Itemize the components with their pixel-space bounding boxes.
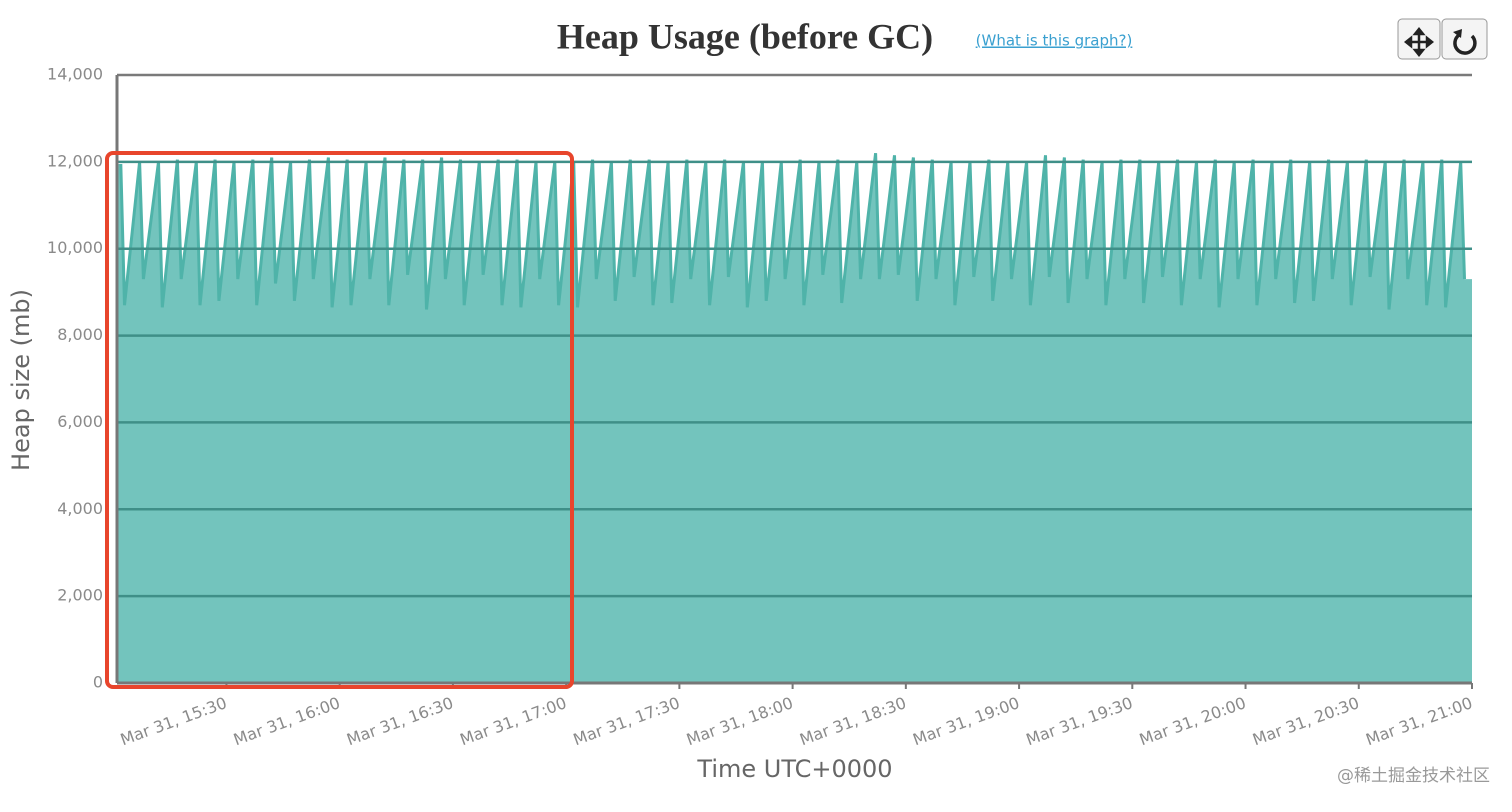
x-tick-label: Mar 31, 21:00 — [1363, 693, 1475, 749]
x-tick-label: Mar 31, 16:30 — [344, 693, 456, 749]
x-tick-label: Mar 31, 20:30 — [1250, 693, 1362, 749]
x-tick-label: Mar 31, 18:00 — [684, 693, 796, 749]
y-tick-label: 10,000 — [47, 238, 103, 257]
line — [119, 153, 1466, 310]
x-tick-label: Mar 31, 18:30 — [797, 693, 909, 749]
x-tick-label: Mar 31, 17:00 — [457, 693, 569, 749]
y-tick-label: 12,000 — [47, 151, 103, 170]
y-axis-label: Heap size (mb) — [7, 289, 35, 471]
y-tick-label: 6,000 — [57, 412, 103, 431]
x-tick-label: Mar 31, 20:00 — [1137, 693, 1249, 749]
y-tick-label: 8,000 — [57, 325, 103, 344]
pan-button[interactable] — [1397, 18, 1441, 60]
pan-icon — [1403, 26, 1435, 58]
area — [117, 153, 1472, 683]
reset-icon — [1453, 33, 1477, 55]
highlight-box — [105, 151, 574, 689]
chart-title: Heap Usage (before GC) — [557, 16, 933, 56]
button-frame — [1441, 18, 1488, 60]
y-tick-label: 14,000 — [47, 65, 103, 84]
watermark: @稀土掘金技术社区 — [1337, 766, 1490, 786]
x-tick-label: Mar 31, 16:00 — [231, 693, 343, 749]
x-tick-label: Mar 31, 19:00 — [910, 693, 1022, 749]
reset-button[interactable] — [1441, 18, 1488, 60]
reset-arrow — [1453, 29, 1462, 38]
x-axis-label: Time UTC+0000 — [696, 755, 892, 783]
plot-area: 0 2,000 4,000 6,000 8,000 10,000 12,000 14,000 M… — [47, 65, 1475, 750]
x-tick-label: Mar 31, 17:30 — [571, 693, 683, 749]
y-tick-label: 0 — [93, 673, 103, 692]
x-tick-label: Mar 31, 19:30 — [1024, 693, 1136, 749]
help-link[interactable]: (What is this graph?) — [976, 32, 1133, 50]
y-tick-label: 2,000 — [57, 586, 103, 605]
x-tick-label: Mar 31, 15:30 — [118, 693, 230, 749]
y-tick-label: 4,000 — [57, 499, 103, 518]
